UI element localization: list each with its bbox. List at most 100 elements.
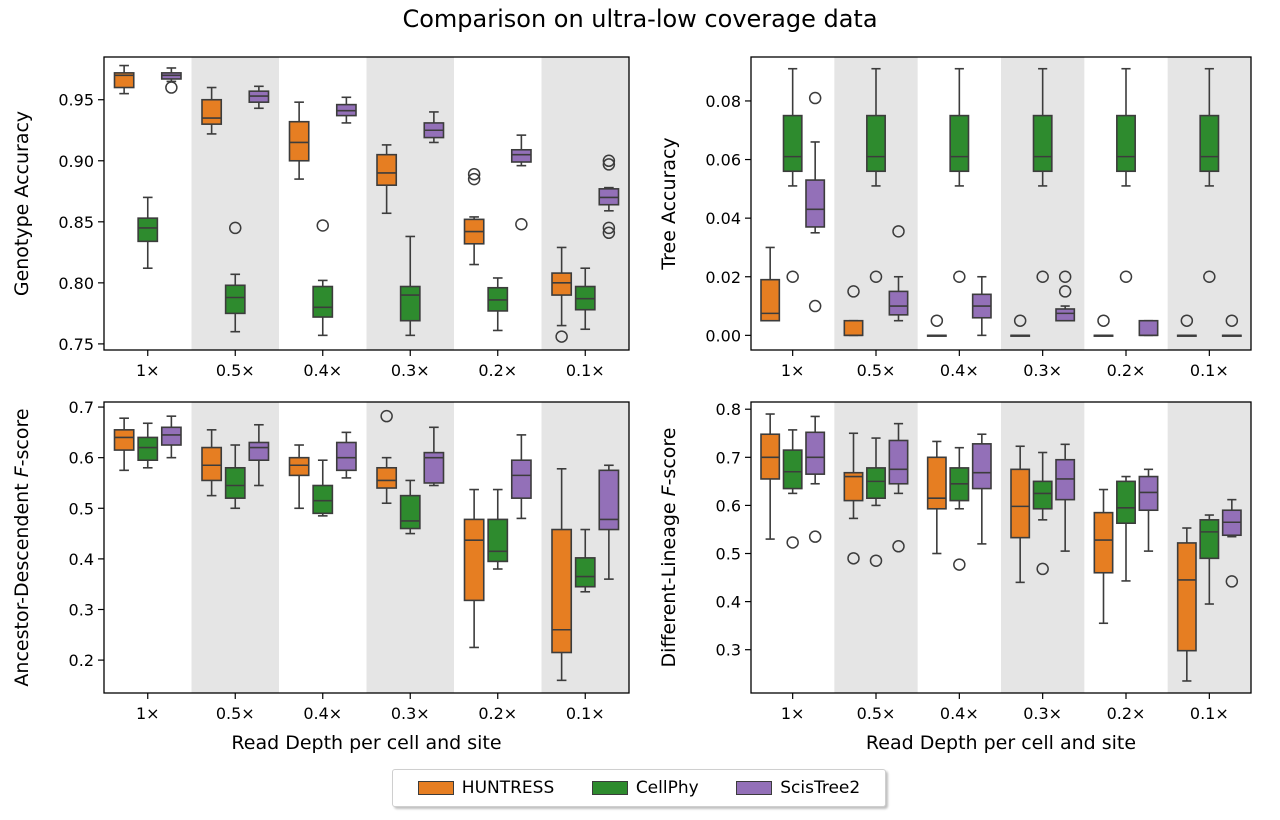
outlier-point — [1036, 270, 1049, 283]
box-cellphy — [487, 277, 509, 332]
legend-item-scistree2: ScisTree2 — [736, 778, 860, 798]
box-scistree2 — [335, 96, 357, 124]
box-huntress — [376, 144, 398, 215]
panel-2: 0.00 0.02 0.04 0.06 0.08 1× 0.5× 0.4× 0.3× 0.2× 0.… — [658, 56, 1252, 380]
x-tick-label: 0.1× — [566, 361, 605, 380]
y-tick-label: 0.85 — [58, 213, 94, 232]
outlier-point — [602, 226, 616, 240]
axes-frame — [103, 401, 630, 694]
outlier-point — [892, 225, 905, 238]
box-cellphy — [224, 221, 246, 333]
x-tick-label: 0.5× — [216, 361, 255, 380]
box-body — [574, 557, 596, 588]
box-body — [248, 441, 270, 462]
panel-4: 0.3 0.4 0.5 0.6 0.7 0.8 1× 0.5× 0.4× 0.3× 0.2× 0.1×… — [658, 400, 1252, 754]
x-tick-label: 1× — [136, 361, 160, 380]
box-body — [1093, 511, 1114, 574]
box-body — [1199, 519, 1220, 560]
box-huntress — [288, 101, 310, 180]
box-huntress — [843, 432, 864, 565]
box-scistree2 — [1138, 468, 1159, 552]
box-scistree2 — [335, 431, 357, 479]
box-body — [888, 290, 909, 316]
box-scistree2 — [510, 434, 532, 520]
x-tick-label: 0.4× — [940, 704, 979, 723]
shade-band — [1001, 402, 1085, 693]
box-body — [1176, 542, 1197, 652]
outlier-point — [1097, 314, 1110, 327]
outlier-point — [1225, 575, 1239, 588]
box-huntress — [288, 444, 310, 510]
box-body — [949, 114, 970, 173]
y-tick-label: 0.80 — [58, 274, 94, 293]
box-body — [376, 153, 398, 186]
box-cellphy — [137, 196, 159, 270]
x-tick-label: 0.4× — [940, 361, 979, 380]
box-scistree2 — [160, 415, 182, 459]
box-huntress — [1093, 314, 1114, 337]
x-tick-label: 1× — [136, 704, 160, 723]
outlier-point — [808, 530, 822, 543]
outlier-point — [467, 172, 481, 186]
x-tick-label: 0.3× — [1023, 361, 1062, 380]
outlier-point — [847, 552, 860, 565]
box-cellphy — [312, 459, 334, 517]
legend-swatch-huntress — [417, 781, 454, 795]
box-body — [760, 278, 781, 322]
x-axis-label: Read Depth per cell and site — [231, 732, 501, 754]
box-scistree2 — [1138, 319, 1159, 337]
outlier-point — [869, 554, 883, 567]
box-huntress — [926, 314, 947, 337]
box-body — [926, 456, 947, 510]
box-scistree2 — [971, 433, 992, 545]
box-cellphy — [782, 67, 803, 283]
box-cellphy — [1116, 67, 1136, 283]
legend-label-scistree2: ScisTree2 — [780, 778, 861, 798]
outlier-point — [786, 536, 799, 549]
box-body — [1032, 480, 1053, 510]
box-body — [288, 120, 310, 162]
box-body — [1116, 114, 1136, 173]
box-body — [1116, 480, 1136, 525]
box-scistree2 — [248, 423, 270, 487]
outlier-point — [1058, 270, 1072, 283]
box-body — [782, 114, 803, 173]
y-tick-label: 0.4 — [716, 593, 741, 612]
box-scistree2 — [598, 154, 620, 240]
panel-3: 0.2 0.3 0.4 0.5 0.6 0.7 1× 0.5× 0.4× 0.3× 0.2× 0.1×… — [11, 398, 630, 754]
x-tick-label: 0.1× — [1190, 704, 1229, 723]
box-body — [113, 429, 135, 451]
box-body — [598, 469, 620, 531]
box-huntress — [551, 246, 573, 343]
x-tick-label: 0.3× — [391, 704, 430, 723]
y-axis-label: Ancestor-Descendent F-score — [11, 408, 33, 686]
box-body — [866, 114, 886, 173]
box-huntress — [113, 64, 135, 95]
box-huntress — [463, 488, 485, 649]
y-tick-label: 0.2 — [69, 651, 94, 670]
box-body — [971, 443, 992, 490]
y-tick-label: 0.6 — [716, 496, 741, 515]
box-cellphy — [782, 429, 803, 549]
box-huntress — [201, 86, 223, 135]
box-huntress — [1010, 314, 1031, 337]
box-cellphy — [1199, 514, 1220, 605]
box-scistree2 — [423, 111, 445, 144]
box-scistree2 — [1055, 443, 1076, 552]
box-scistree2 — [888, 225, 909, 322]
outlier-point — [892, 540, 905, 553]
y-tick-label: 0.7 — [716, 448, 741, 467]
box-body — [312, 285, 334, 318]
x-tick-label: 0.3× — [391, 361, 430, 380]
box-body — [510, 459, 532, 499]
box-scistree2 — [598, 464, 620, 580]
outlier-point — [953, 558, 966, 571]
outlier-point — [1058, 285, 1072, 298]
box-body — [551, 528, 573, 654]
box-body — [137, 217, 159, 243]
box-body — [224, 284, 246, 315]
box-cellphy — [487, 488, 509, 570]
x-tick-label: 0.2× — [478, 361, 517, 380]
y-tick-label: 0.00 — [705, 326, 741, 345]
box-cellphy — [866, 437, 886, 567]
